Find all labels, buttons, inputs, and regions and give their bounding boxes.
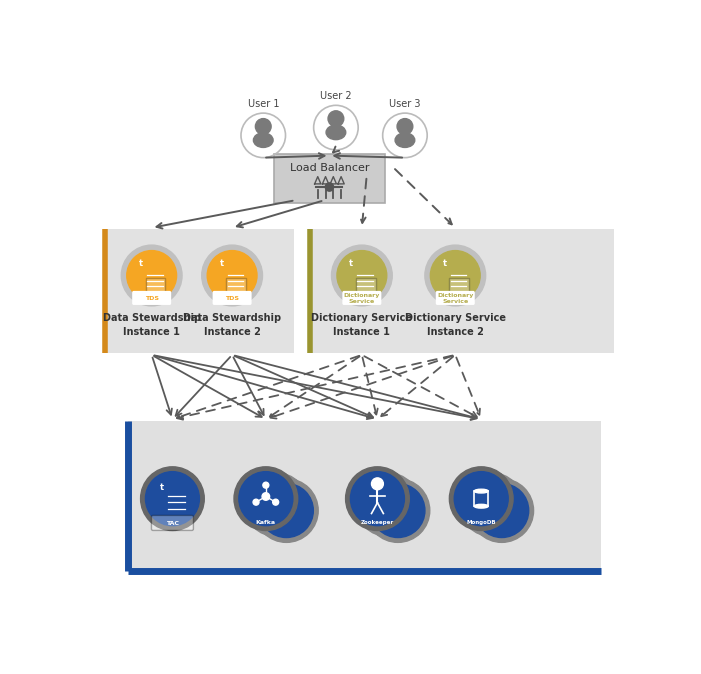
Circle shape xyxy=(325,183,334,191)
Circle shape xyxy=(361,478,415,532)
Circle shape xyxy=(366,479,430,543)
Circle shape xyxy=(207,251,257,301)
Text: User 2: User 2 xyxy=(320,91,352,101)
Circle shape xyxy=(145,472,199,526)
Circle shape xyxy=(254,479,318,543)
Ellipse shape xyxy=(474,504,488,508)
Circle shape xyxy=(465,478,519,532)
Text: t: t xyxy=(349,259,353,268)
Ellipse shape xyxy=(253,133,273,148)
Circle shape xyxy=(249,478,303,532)
Text: User 1: User 1 xyxy=(247,99,279,109)
Text: t: t xyxy=(219,259,224,268)
Circle shape xyxy=(141,467,204,530)
FancyBboxPatch shape xyxy=(151,516,193,530)
Text: Instance 2: Instance 2 xyxy=(204,328,261,338)
FancyBboxPatch shape xyxy=(146,278,165,297)
Circle shape xyxy=(356,472,419,537)
FancyBboxPatch shape xyxy=(132,291,171,305)
Circle shape xyxy=(475,483,529,538)
Circle shape xyxy=(350,472,404,526)
Circle shape xyxy=(202,245,262,306)
Circle shape xyxy=(255,119,271,134)
Text: Data Stewardship: Data Stewardship xyxy=(102,313,200,323)
FancyBboxPatch shape xyxy=(449,278,469,297)
Text: t: t xyxy=(443,259,447,268)
FancyBboxPatch shape xyxy=(273,154,386,203)
Circle shape xyxy=(449,467,513,530)
Circle shape xyxy=(244,472,308,537)
Text: User 3: User 3 xyxy=(389,99,421,109)
FancyBboxPatch shape xyxy=(105,228,294,353)
Text: Dictionary Service: Dictionary Service xyxy=(311,313,412,323)
Text: Dictionary
Service: Dictionary Service xyxy=(343,293,380,304)
Text: t: t xyxy=(160,483,164,492)
FancyBboxPatch shape xyxy=(356,278,376,297)
Circle shape xyxy=(121,245,182,306)
Circle shape xyxy=(273,499,278,505)
FancyBboxPatch shape xyxy=(436,291,475,305)
Circle shape xyxy=(234,467,298,530)
Text: Instance 1: Instance 1 xyxy=(334,328,390,338)
Circle shape xyxy=(470,479,533,543)
Circle shape xyxy=(372,478,383,490)
Circle shape xyxy=(263,482,268,488)
Ellipse shape xyxy=(395,133,415,148)
Text: TAC: TAC xyxy=(166,521,179,526)
Text: Load Balancer: Load Balancer xyxy=(290,164,369,173)
Circle shape xyxy=(262,493,270,500)
Text: t: t xyxy=(139,259,143,268)
FancyBboxPatch shape xyxy=(310,228,613,353)
Text: TDS: TDS xyxy=(144,296,158,301)
FancyBboxPatch shape xyxy=(212,291,252,305)
Circle shape xyxy=(239,472,293,526)
Text: Data Stewardship: Data Stewardship xyxy=(183,313,281,323)
Circle shape xyxy=(430,251,480,301)
Text: TDS: TDS xyxy=(225,296,239,301)
Ellipse shape xyxy=(326,125,346,140)
Ellipse shape xyxy=(474,489,488,493)
Text: MongoDB: MongoDB xyxy=(466,520,496,525)
Text: Instance 1: Instance 1 xyxy=(123,328,180,338)
Circle shape xyxy=(454,472,508,526)
Text: Instance 2: Instance 2 xyxy=(427,328,484,338)
Circle shape xyxy=(328,111,343,127)
Circle shape xyxy=(337,251,387,301)
Circle shape xyxy=(460,472,524,537)
Circle shape xyxy=(346,467,409,530)
Circle shape xyxy=(332,245,393,306)
Text: Dictionary
Service: Dictionary Service xyxy=(437,293,473,304)
Circle shape xyxy=(371,483,425,538)
Text: Dictionary Service: Dictionary Service xyxy=(404,313,506,323)
Circle shape xyxy=(127,251,177,301)
Text: Kafka: Kafka xyxy=(256,520,276,525)
FancyBboxPatch shape xyxy=(128,421,601,572)
Circle shape xyxy=(397,119,413,134)
Circle shape xyxy=(253,499,259,505)
Text: Zookeeper: Zookeeper xyxy=(361,520,394,525)
FancyBboxPatch shape xyxy=(342,291,381,305)
Circle shape xyxy=(425,245,486,306)
Circle shape xyxy=(259,483,313,538)
FancyBboxPatch shape xyxy=(226,278,246,297)
